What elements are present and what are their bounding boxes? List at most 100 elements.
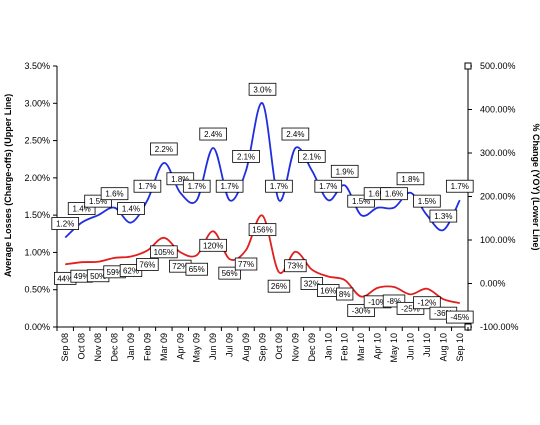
data-label-yoy: 105% (154, 248, 174, 257)
data-label-yoy: 26% (271, 282, 287, 291)
data-label-yoy: 16% (320, 287, 336, 296)
data-label-losses-box (182, 179, 211, 193)
x-tick-label: Jan 10 (323, 333, 333, 360)
y-right-tick-label: -100.00% (480, 322, 519, 332)
data-label-yoy: -45% (450, 313, 469, 322)
data-label-yoy: 72% (172, 262, 188, 271)
data-label-yoy-box (199, 238, 227, 252)
data-label-losses: 1.6% (385, 190, 403, 199)
data-label-yoy-box (413, 296, 441, 310)
data-label-yoy-box (136, 258, 159, 271)
x-tick-label: Jul 10 (422, 333, 432, 357)
data-label-losses: 2.4% (204, 130, 222, 139)
x-tick-label: Oct 09 (274, 333, 284, 360)
data-label-losses: 1.2% (56, 220, 74, 229)
data-label-losses-box (199, 127, 227, 141)
y-left-tick-label: 3.00% (24, 98, 50, 108)
y-left-tick-label: 1.00% (24, 247, 50, 257)
data-label-yoy-box (150, 245, 178, 259)
data-label-losses: 1.7% (270, 182, 288, 191)
y-left-tick-label: 0.00% (24, 322, 50, 332)
x-tick-label: Mar 09 (159, 333, 169, 361)
data-label-losses: 1.5% (89, 197, 107, 206)
x-tick-label: Jun 09 (208, 333, 218, 360)
data-label-yoy-box (445, 310, 474, 324)
x-tick-label: Sep 10 (455, 333, 465, 362)
data-label-losses: 1.4% (73, 205, 91, 214)
data-label-losses: 1.4% (122, 205, 140, 214)
data-label-yoy: 49% (74, 272, 90, 281)
data-label-yoy: 44% (57, 274, 73, 283)
data-label-yoy: 62% (123, 267, 139, 276)
data-label-losses-box (232, 149, 260, 163)
data-label-yoy-box (234, 257, 258, 271)
data-label-yoy: 56% (222, 269, 238, 278)
y-right-tick-label: 400.00% (480, 105, 516, 115)
data-label-losses-box (150, 142, 178, 156)
x-tick-label: Aug 09 (241, 333, 251, 362)
data-label-yoy: 50% (90, 272, 106, 281)
data-label-losses: 3.0% (253, 85, 271, 94)
x-tick-label: Apr 10 (373, 333, 383, 360)
data-label-losses-box (298, 149, 326, 163)
data-label-losses-box (51, 217, 80, 230)
data-label-losses: 1.8% (401, 175, 419, 184)
data-label-losses: 2.1% (303, 152, 321, 161)
x-tick-label: Jul 09 (225, 333, 235, 357)
data-label-yoy: 77% (238, 260, 254, 269)
y-left-tick-label: 3.50% (24, 61, 50, 71)
data-label-losses-box (314, 179, 343, 193)
data-label-losses-box (445, 179, 474, 193)
data-label-yoy: 8% (339, 290, 351, 299)
data-label-yoy: 76% (139, 260, 155, 269)
data-label-losses-box (413, 194, 441, 208)
data-label-yoy-box (248, 223, 277, 237)
y-left-tick-label: 0.50% (24, 285, 50, 295)
data-label-losses: 1.5% (418, 197, 436, 206)
y-left-tick-label: 2.00% (24, 173, 50, 183)
x-tick-label: Dec 08 (110, 333, 120, 362)
data-label-losses-box (248, 82, 277, 96)
series-line-average-losses (64, 102, 461, 239)
x-tick-label: Sep 08 (60, 333, 70, 362)
x-tick-label: May 10 (389, 333, 399, 363)
data-label-losses: 1.3% (434, 212, 452, 221)
data-label-yoy: 73% (287, 262, 303, 271)
data-label-losses: 1.7% (138, 182, 156, 191)
data-label-yoy-box (185, 262, 208, 276)
y-right-tick-label: 200.00% (480, 192, 516, 202)
y-right-tick-label: 0.00% (480, 279, 506, 289)
x-tick-label: Jan 09 (126, 333, 136, 360)
data-label-yoy-box (284, 259, 307, 273)
data-label-losses-box (133, 179, 162, 193)
x-tick-label: Dec 09 (307, 333, 317, 362)
data-label-losses: 1.7% (451, 182, 469, 191)
data-label-losses: 2.1% (237, 152, 255, 161)
data-label-losses: 1.8% (171, 175, 189, 184)
data-label-yoy: -36% (434, 309, 453, 318)
x-tick-label: Oct 08 (77, 333, 87, 360)
data-label-losses: 1.6% (105, 190, 123, 199)
data-label-yoy: 65% (189, 265, 205, 274)
x-tick-label: Jun 10 (405, 333, 415, 360)
x-tick-label: Nov 08 (93, 333, 103, 362)
y-right-tick-label: 500.00% (480, 61, 516, 71)
data-label-yoy: -12% (418, 299, 437, 308)
data-label-losses: 1.7% (188, 182, 206, 191)
y-axis-right-title: % Change (YOY) (Lower Line) (531, 123, 540, 251)
data-label-yoy: -25% (401, 304, 420, 313)
data-label-losses-box (100, 187, 129, 201)
data-label-yoy: 32% (304, 280, 320, 289)
x-tick-label: Feb 09 (142, 333, 152, 361)
x-tick-label: Feb 10 (340, 333, 350, 361)
x-tick-label: Mar 10 (356, 333, 366, 361)
data-label-losses: 2.4% (286, 130, 304, 139)
data-label-yoy: 59% (107, 268, 123, 277)
y-left-tick-label: 2.50% (24, 136, 50, 146)
right-axis-end-marker (464, 62, 472, 70)
y-left-tick-label: 1.50% (24, 210, 50, 220)
data-label-yoy-box (267, 279, 291, 293)
x-tick-label: Apr 09 (175, 333, 185, 360)
data-label-losses-box (330, 164, 359, 178)
